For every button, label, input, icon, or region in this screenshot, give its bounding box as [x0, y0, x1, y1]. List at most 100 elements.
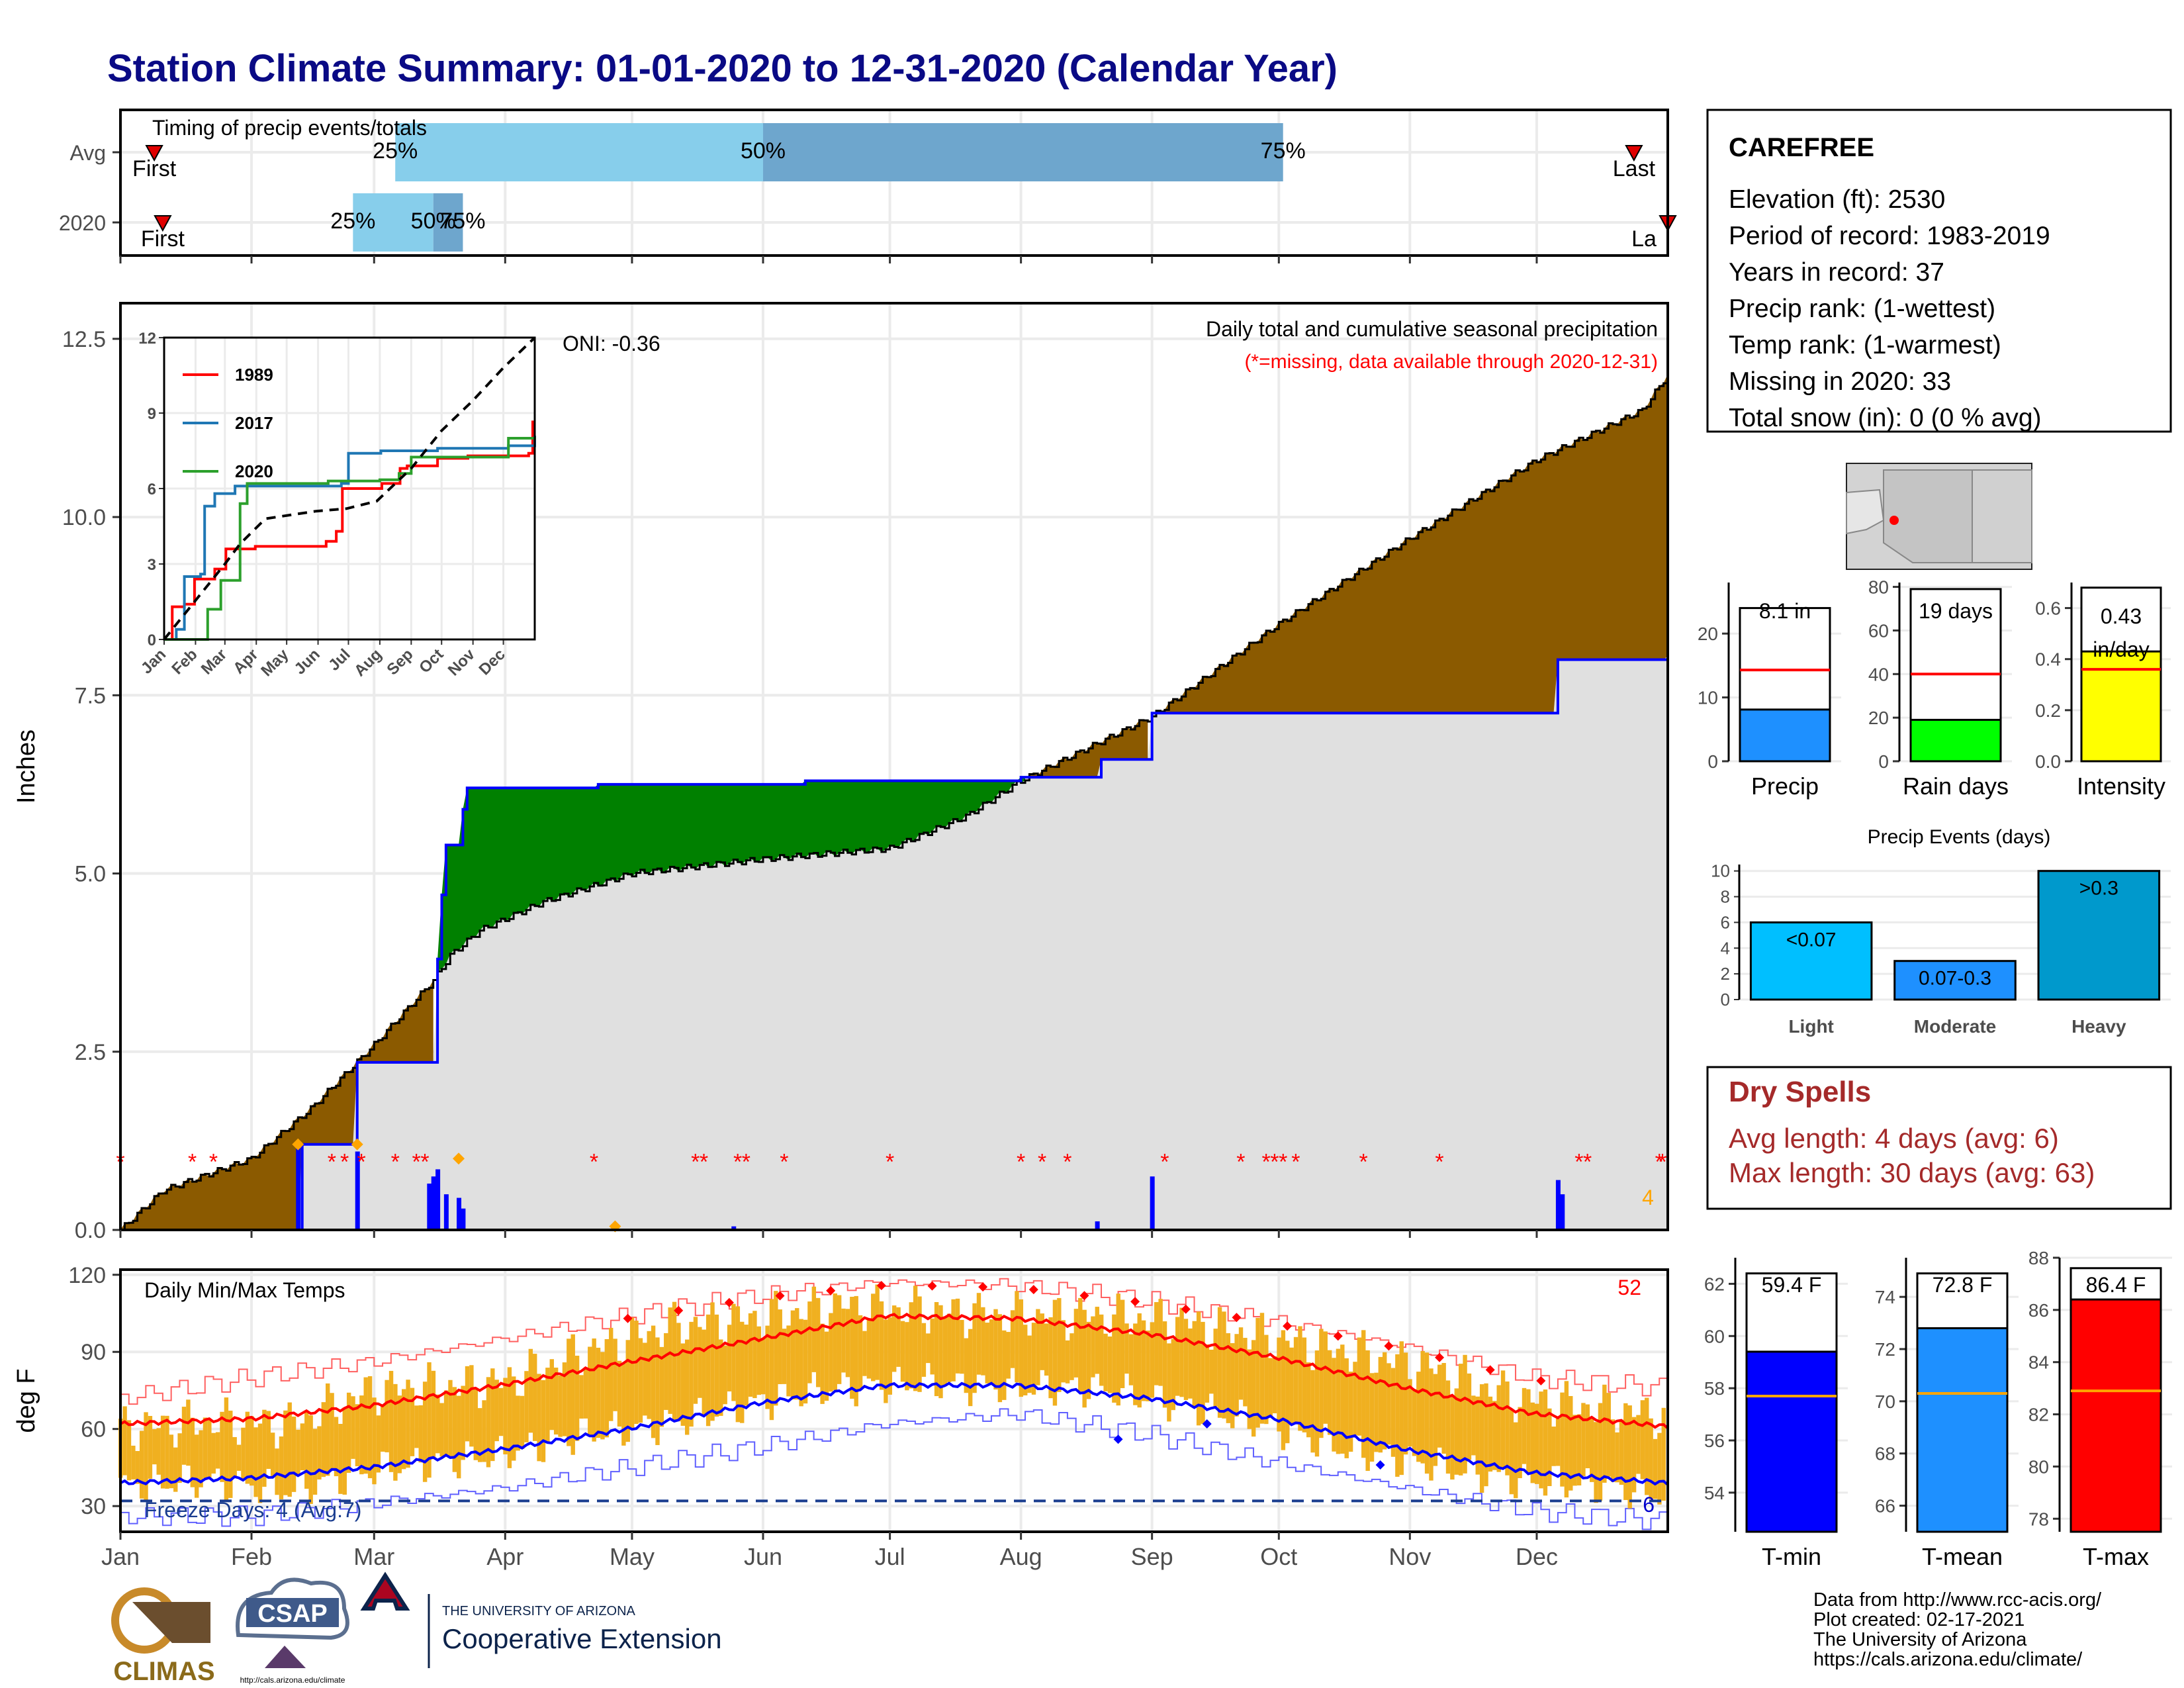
- daily-temp-range-bar: [376, 1415, 381, 1473]
- inset-legend-label: 2017: [235, 413, 273, 433]
- record-high-marker: [1232, 1313, 1242, 1323]
- daily-temp-range-bar: [1653, 1438, 1658, 1499]
- daily-precip-bar: [1560, 1194, 1565, 1230]
- daily-temp-range-bar: [507, 1367, 512, 1468]
- daily-temp-range-bar: [1441, 1362, 1446, 1454]
- daily-temp-range-bar: [346, 1392, 351, 1473]
- daily-temp-range-bar: [381, 1405, 385, 1452]
- daily-temp-range-bar: [655, 1337, 660, 1446]
- daily-temp-range-bar: [199, 1430, 203, 1487]
- daily-temp-range-bar: [850, 1296, 854, 1399]
- daily-temp-range-bar: [647, 1331, 651, 1419]
- daily-temp-range-bar: [342, 1407, 347, 1495]
- daily-temp-range-bar: [1594, 1422, 1598, 1503]
- daily-temp-range-bar: [756, 1326, 761, 1395]
- daily-temp-range-bar: [406, 1380, 410, 1468]
- daily-temp-range-bar: [1576, 1414, 1582, 1486]
- daily-temp-range-bar: [177, 1433, 182, 1483]
- daily-temp-range-bar: [334, 1417, 339, 1477]
- daily-temp-range-bar: [693, 1317, 698, 1404]
- precip-events-category-label: Moderate: [1914, 1016, 1996, 1037]
- ua-logo-small-text: THE UNIVERSITY OF ARIZONA: [442, 1604, 636, 1618]
- daily-temp-range-bar: [270, 1432, 275, 1476]
- tmax-chart-y-tick-label: 84: [2028, 1352, 2049, 1373]
- daily-temp-range-bar: [1369, 1373, 1375, 1462]
- intensity-chart-y-tick-label: 0.4: [2035, 649, 2061, 670]
- daily-temp-range-bar: [1272, 1356, 1277, 1413]
- daily-temp-range-bar: [871, 1293, 876, 1382]
- daily-temp-range-bar: [845, 1309, 850, 1378]
- ua-logo-icon: [360, 1571, 410, 1611]
- missing-day-marker: *: [1063, 1149, 1071, 1174]
- daily-temp-range-bar: [892, 1305, 897, 1372]
- daily-temp-range-bar: [1365, 1350, 1370, 1472]
- station-info-line: Period of record: 1983-2019: [1729, 222, 2050, 250]
- daily-temp-range-bar: [1179, 1307, 1184, 1397]
- daily-temp-range-bar: [1560, 1392, 1565, 1487]
- missing-day-marker: *: [188, 1149, 197, 1174]
- month-tick-label: Nov: [1388, 1543, 1431, 1570]
- daily-temp-range-bar: [938, 1305, 943, 1399]
- daily-temp-range-bar: [803, 1319, 808, 1404]
- daily-temp-range-bar: [1340, 1344, 1345, 1454]
- daily-temp-range-bar: [410, 1387, 415, 1456]
- daily-temp-range-bar: [520, 1395, 525, 1449]
- daily-temp-range-bar: [609, 1327, 614, 1421]
- inset-series-line-2020: [164, 437, 536, 641]
- daily-temp-range-bar: [461, 1385, 465, 1460]
- daily-temp-range-bar: [1437, 1364, 1442, 1448]
- daily-temp-range-bar: [1623, 1403, 1628, 1501]
- daily-temp-range-bar: [257, 1423, 263, 1503]
- temp-panel-border: [119, 1268, 1669, 1533]
- month-tick-label: Jan: [101, 1543, 140, 1570]
- daily-temp-range-bar: [1374, 1372, 1379, 1452]
- daily-temp-range-bar: [139, 1430, 144, 1499]
- daily-temp-range-bar: [1069, 1333, 1074, 1380]
- daily-temp-range-bar: [816, 1297, 821, 1387]
- daily-temp-range-bar: [1408, 1379, 1412, 1447]
- missing-day-marker: *: [700, 1149, 708, 1174]
- daily-temp-range-bar: [1602, 1384, 1607, 1483]
- daily-temp-range-bar: [1475, 1396, 1480, 1475]
- daily-temp-range-bar: [1226, 1333, 1231, 1423]
- missing-count-label: 4: [1642, 1186, 1654, 1209]
- record-low-marker: [1202, 1419, 1212, 1429]
- daily-temp-range-bar: [126, 1420, 132, 1481]
- ua-logo-big-text: Cooperative Extension: [442, 1623, 722, 1654]
- inset-legend-label: 1989: [235, 365, 273, 385]
- daily-temp-range-bar: [287, 1402, 292, 1497]
- daily-temp-range-bar: [1036, 1309, 1040, 1385]
- daily-temp-range-bar: [537, 1374, 541, 1462]
- tmean-chart-y-tick-label: 74: [1875, 1287, 1895, 1307]
- daily-temp-range-bar: [465, 1366, 470, 1442]
- daily-temp-range-bar: [993, 1309, 998, 1390]
- daily-temp-range-bar: [1238, 1327, 1244, 1400]
- tmin-chart-title: T-min: [1762, 1543, 1821, 1570]
- tmax-chart-bar: [2070, 1298, 2162, 1533]
- daily-temp-range-bar: [1336, 1348, 1341, 1454]
- precip-events-bar-label: <0.07: [1786, 929, 1837, 951]
- missing-day-marker: *: [733, 1149, 742, 1174]
- precip-events-bar: [1893, 960, 2017, 1001]
- daily-temp-range-bar: [312, 1429, 318, 1495]
- missing-day-marker: *: [1583, 1149, 1592, 1174]
- daily-temp-range-bar: [1023, 1325, 1028, 1395]
- daily-temp-range-bar: [1627, 1405, 1632, 1509]
- precip-y-tick-label: 5.0: [75, 862, 106, 887]
- daily-temp-range-bar: [190, 1417, 195, 1487]
- daily-temp-range-bar: [1505, 1381, 1510, 1476]
- daily-temp-range-bar: [1353, 1362, 1357, 1435]
- daily-temp-range-bar: [672, 1301, 677, 1422]
- climas-logo-shape: [132, 1602, 210, 1643]
- daily-temp-range-bar: [1150, 1322, 1155, 1398]
- daily-temp-range-bar: [1277, 1337, 1281, 1432]
- daily-temp-range-bar: [765, 1325, 770, 1409]
- csap-logo-badge: [246, 1598, 339, 1627]
- daily-temp-range-bar: [279, 1436, 284, 1499]
- daily-temp-range-bar: [1112, 1314, 1116, 1403]
- daily-temp-range-bar: [1471, 1395, 1476, 1456]
- daily-temp-range-bar: [439, 1403, 444, 1457]
- daily-temp-range-bar: [1488, 1396, 1493, 1472]
- missing-day-marker: *: [1270, 1149, 1279, 1174]
